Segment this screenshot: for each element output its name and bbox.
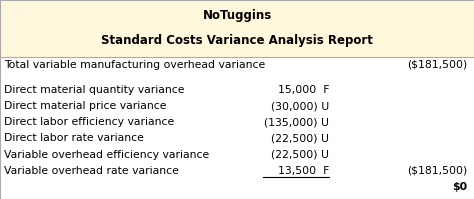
Text: (30,000) U: (30,000) U: [271, 101, 329, 111]
Text: Direct material quantity variance: Direct material quantity variance: [4, 85, 184, 95]
Text: Direct material price variance: Direct material price variance: [4, 101, 166, 111]
Text: (22,500) U: (22,500) U: [272, 133, 329, 143]
Text: Variable overhead efficiency variance: Variable overhead efficiency variance: [4, 149, 209, 160]
Text: $0: $0: [452, 182, 467, 192]
Text: ($181,500): ($181,500): [407, 60, 467, 70]
Text: Standard Costs Variance Analysis Report: Standard Costs Variance Analysis Report: [101, 34, 373, 47]
Text: (135,000) U: (135,000) U: [264, 117, 329, 127]
Text: Direct labor efficiency variance: Direct labor efficiency variance: [4, 117, 174, 127]
Text: Total variable manufacturing overhead variance: Total variable manufacturing overhead va…: [4, 60, 265, 70]
Text: NoTuggins: NoTuggins: [202, 9, 272, 22]
Text: Variable overhead rate variance: Variable overhead rate variance: [4, 166, 179, 176]
Text: 15,000  F: 15,000 F: [278, 85, 329, 95]
Text: 13,500  F: 13,500 F: [278, 166, 329, 176]
Text: ($181,500): ($181,500): [407, 166, 467, 176]
Text: Direct labor rate variance: Direct labor rate variance: [4, 133, 144, 143]
FancyBboxPatch shape: [0, 0, 474, 57]
Text: (22,500) U: (22,500) U: [272, 149, 329, 160]
